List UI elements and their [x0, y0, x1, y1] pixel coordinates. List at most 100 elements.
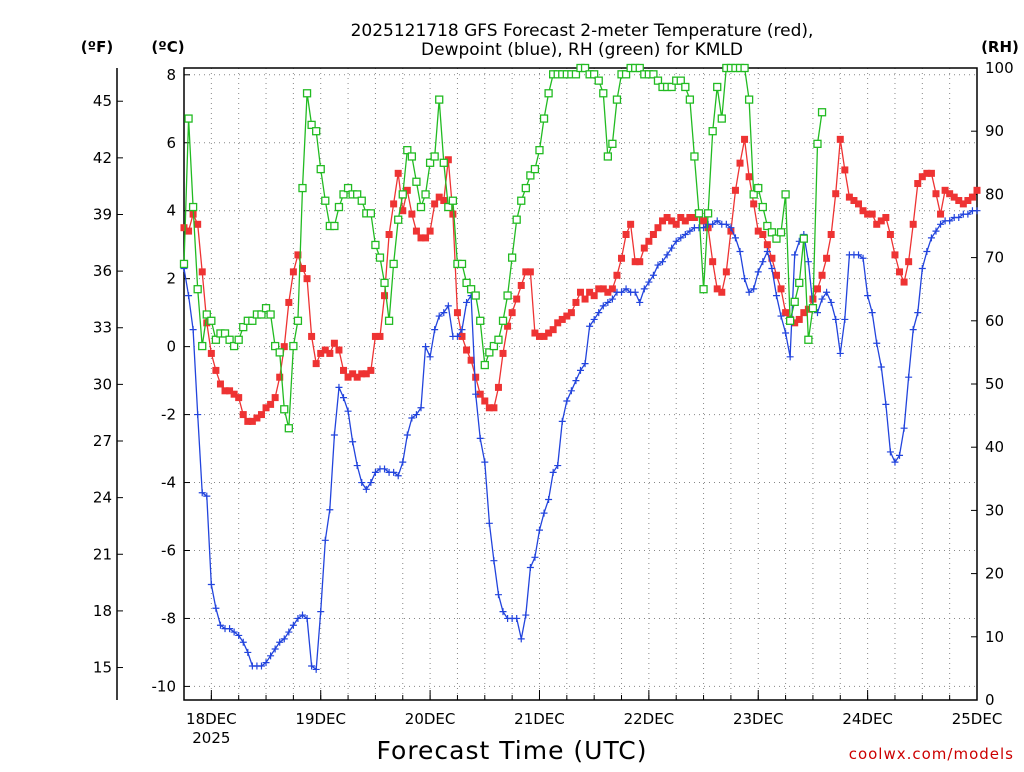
rh-point — [430, 152, 439, 161]
temperature-point — [950, 193, 958, 201]
dewpoint-point — [768, 264, 776, 272]
rh-point — [804, 335, 813, 344]
dewpoint-point — [567, 387, 575, 395]
dewpoint-point — [317, 608, 325, 616]
dewpoint-point — [763, 247, 771, 255]
rh-point — [403, 146, 412, 155]
fahrenheit-tick-label: 42 — [93, 149, 112, 167]
dewpoint-point — [681, 230, 689, 238]
rh-point — [435, 95, 444, 104]
temperature-point — [294, 251, 302, 259]
rh-tick-label: 80 — [985, 185, 1004, 203]
temperature-point — [791, 319, 799, 327]
temperature-point — [422, 234, 430, 242]
dewpoint-point — [472, 390, 480, 398]
temperature-point — [964, 197, 972, 205]
dewpoint-point — [727, 224, 735, 232]
rh-tick-label: 40 — [985, 438, 1004, 456]
dewpoint-point — [663, 251, 671, 259]
temperature-point — [759, 230, 767, 238]
dewpoint-point — [463, 298, 471, 306]
temperature-point — [371, 332, 379, 340]
dewpoint-point — [777, 312, 785, 320]
dewpoint-point — [526, 563, 534, 571]
temperature-series — [180, 135, 981, 425]
temperature-point — [604, 288, 612, 296]
rh-point — [307, 120, 316, 130]
x-tick-label: 23DEC — [733, 710, 784, 728]
temperature-point — [554, 319, 562, 327]
x-axis-title: Forecast Time (UTC) — [377, 736, 648, 765]
rh-tick-label: 10 — [985, 628, 1004, 646]
temperature-point — [577, 288, 584, 296]
dewpoint-point — [823, 288, 831, 296]
dewpoint-point — [896, 451, 904, 459]
rh-point — [389, 259, 398, 269]
rh-point — [817, 108, 827, 117]
dewpoint-point — [403, 431, 411, 439]
rh-point — [480, 360, 489, 370]
dewpoint-point — [267, 652, 275, 660]
dewpoint-point — [540, 509, 548, 517]
rh-point — [690, 152, 699, 161]
temperature-point — [608, 285, 616, 293]
rh-point — [280, 405, 289, 414]
temperature-point — [914, 180, 922, 188]
temperature-point — [722, 268, 730, 276]
rh-point — [261, 304, 271, 313]
dewpoint-point — [722, 220, 730, 228]
temperature-point — [681, 217, 689, 225]
temperature-point — [490, 404, 498, 412]
temperature-point — [426, 227, 434, 235]
dewpoint-point — [900, 424, 908, 432]
rh-point — [466, 285, 476, 294]
rh-point — [471, 291, 480, 300]
chart-title-line-1: 2025121718 GFS Forecast 2-meter Temperat… — [351, 21, 814, 41]
rh-point — [375, 253, 385, 262]
rh-point — [398, 190, 407, 199]
rh-point — [284, 424, 293, 433]
fahrenheit-tick-label: 30 — [93, 375, 112, 393]
rh-point — [489, 341, 499, 351]
temperature-point — [777, 285, 785, 293]
rh-point — [207, 316, 216, 325]
rh-point — [184, 114, 193, 123]
rh-point — [485, 348, 494, 357]
dewpoint-point — [873, 339, 881, 347]
rh-point — [248, 316, 257, 325]
rh-point — [772, 234, 781, 243]
fahrenheit-tick-label: 15 — [93, 659, 112, 677]
temperature-point — [435, 193, 443, 201]
dewpoint-point — [590, 315, 598, 323]
rh-point — [749, 190, 758, 199]
rh-point — [813, 139, 822, 148]
temperature-point — [586, 288, 594, 296]
rh-point — [526, 171, 535, 180]
rh-point — [653, 76, 663, 85]
dewpoint-point — [280, 635, 288, 643]
temperature-point — [335, 346, 343, 354]
temperature-point — [185, 227, 193, 235]
temperature-point — [558, 315, 566, 323]
rh-point — [530, 164, 540, 174]
dewpoint-point — [827, 298, 835, 306]
dewpoint-point — [522, 611, 530, 619]
dewpoint-point — [577, 366, 584, 374]
rh-point — [767, 228, 777, 237]
temperature-point — [449, 210, 457, 218]
temperature-point — [545, 329, 553, 337]
temperature-point — [900, 278, 908, 286]
temperature-point — [800, 309, 808, 317]
temperature-point — [453, 309, 461, 317]
temperature-point — [467, 356, 475, 364]
rh-point — [316, 164, 325, 174]
rh-point — [270, 341, 280, 351]
rh-point — [198, 341, 207, 351]
temperature-point — [709, 258, 717, 266]
temperature-point — [390, 200, 398, 208]
dewpoint-point — [294, 614, 302, 622]
rh-point — [312, 127, 321, 136]
dewpoint-point — [631, 288, 639, 296]
rh-point — [621, 70, 631, 79]
celsius-tick-label: -4 — [161, 474, 176, 492]
